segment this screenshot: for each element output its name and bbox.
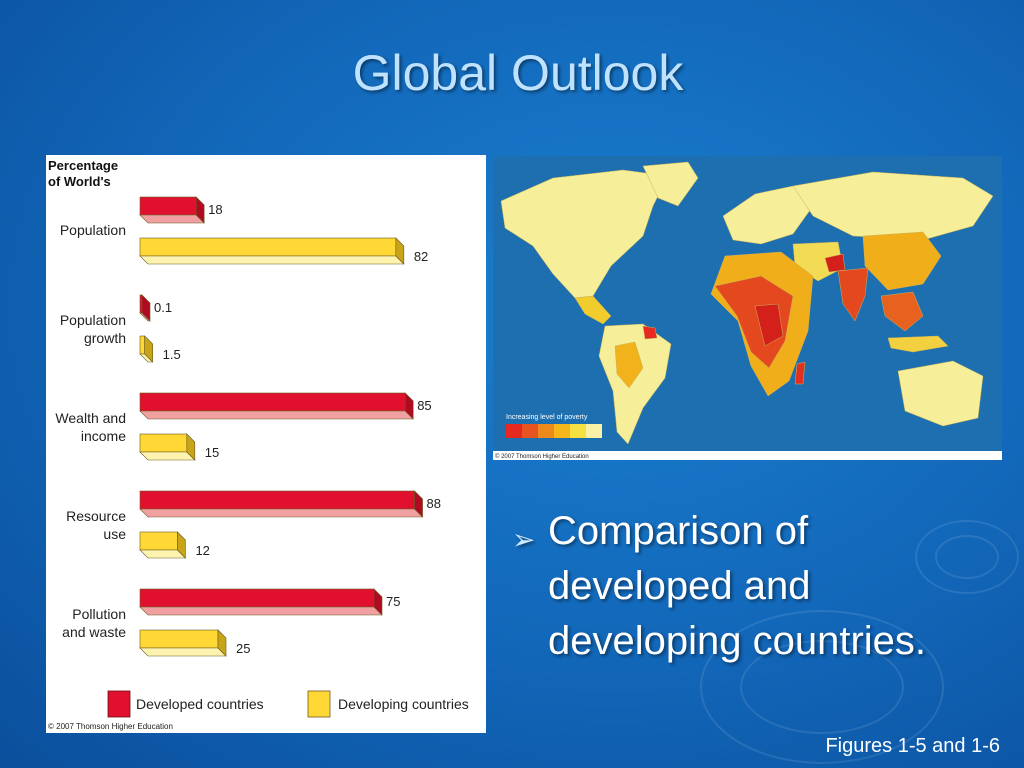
category-label-3-line-0: Resource bbox=[66, 508, 126, 524]
world-map-graphic: Increasing level of poverty © 2007 Thomso… bbox=[493, 156, 1002, 460]
bar-developed-3 bbox=[139, 490, 424, 518]
bar-developed-2-bottom-face bbox=[139, 410, 414, 420]
data-label-developed-2: 85 bbox=[417, 398, 431, 413]
bar-developing-2 bbox=[139, 433, 196, 461]
category-label-2-line-1: income bbox=[81, 428, 126, 444]
map-credit: © 2007 Thomson Higher Education bbox=[495, 453, 589, 460]
bar-developing-1-front bbox=[139, 335, 145, 355]
data-label-developing-4: 25 bbox=[236, 641, 250, 656]
bar-developed-3-front bbox=[139, 490, 415, 510]
data-label-developed-0: 18 bbox=[208, 202, 222, 217]
bar-developing-3-side-face bbox=[177, 531, 186, 559]
bar-developed-2 bbox=[139, 392, 414, 420]
map-region-indonesia bbox=[887, 335, 949, 353]
bar-developing-3-front bbox=[139, 531, 178, 551]
chart-credit: © 2007 Thomson Higher Education bbox=[48, 722, 173, 731]
map-region-greenland bbox=[642, 161, 699, 207]
category-label-4-line-0: Pollution bbox=[72, 606, 126, 622]
map-region-south-america-poor bbox=[614, 341, 644, 389]
data-label-developed-4: 75 bbox=[386, 594, 400, 609]
category-label-1-line-1: growth bbox=[84, 330, 126, 346]
bar-developing-0 bbox=[139, 237, 405, 265]
bar-developed-3-side-face bbox=[414, 490, 423, 518]
ripple-decoration bbox=[915, 520, 1019, 594]
bar-developing-1-side-face bbox=[144, 335, 153, 363]
bar-developing-0-side-face bbox=[395, 237, 405, 265]
bar-developing-0-bottom-face bbox=[139, 255, 405, 265]
chart-ylabel-line2: of World's bbox=[48, 174, 111, 189]
bar-developing-1 bbox=[139, 335, 154, 363]
map-region-russia-asia bbox=[792, 171, 994, 241]
bar-developed-4-front bbox=[139, 588, 375, 608]
map-region-guyana-region bbox=[642, 325, 658, 340]
map-region-africa-poor bbox=[714, 275, 794, 369]
bar-developed-4 bbox=[139, 588, 383, 616]
data-label-developing-2: 15 bbox=[205, 445, 219, 460]
bar-developed-1 bbox=[139, 294, 151, 322]
map-region-central-america bbox=[574, 295, 612, 325]
chart-ylabel-line1: Percentage bbox=[48, 158, 118, 173]
bar-developed-2-side-face bbox=[404, 392, 414, 420]
category-label-4-line-1: and waste bbox=[62, 624, 126, 640]
bar-developing-4-front bbox=[139, 629, 219, 649]
data-label-developing-1: 1.5 bbox=[163, 347, 181, 362]
bar-chart-panel: Percentage of World's 18 82 Population 0.1 1.5… bbox=[46, 155, 486, 733]
map-legend-title: Increasing level of poverty bbox=[506, 414, 588, 421]
legend-label-developed: Developed countries bbox=[136, 696, 264, 712]
bar-developing-3 bbox=[139, 531, 187, 559]
map-region-afghanistan-region bbox=[824, 253, 846, 273]
map-region-north-america bbox=[500, 169, 669, 299]
map-legend-swatch-3 bbox=[554, 424, 570, 438]
map-credit-bar bbox=[493, 451, 1002, 460]
legend-swatch-developing bbox=[307, 690, 331, 718]
bar-developing-4-bottom-face bbox=[139, 647, 227, 657]
legend-swatch-developed bbox=[107, 690, 131, 718]
legend-label-developing: Developing countries bbox=[338, 696, 469, 712]
category-label-3-line-1: use bbox=[103, 526, 126, 542]
map-region-madagascar bbox=[794, 361, 806, 385]
map-region-europe bbox=[722, 185, 814, 245]
bar-developed-0-side-face bbox=[195, 196, 205, 224]
category-label-2-line-0: Wealth and bbox=[55, 410, 126, 426]
map-legend-swatch-4 bbox=[570, 424, 586, 438]
bar-developed-2-front bbox=[139, 392, 406, 412]
bar-developing-2-side-face bbox=[186, 433, 196, 461]
map-legend-swatch-0 bbox=[506, 424, 522, 438]
data-label-developing-3: 12 bbox=[195, 543, 209, 558]
ripple-decoration bbox=[700, 610, 944, 764]
map-legend-swatch-2 bbox=[538, 424, 554, 438]
map-region-china bbox=[862, 231, 942, 291]
bar-developed-1-side-face bbox=[141, 294, 151, 322]
bar-developing-2-bottom-face bbox=[139, 451, 196, 461]
bullet-point: ➢ Comparison of developed and developing… bbox=[512, 504, 1012, 669]
map-region-southeast-asia bbox=[880, 291, 924, 332]
map-region-africa-poorest bbox=[754, 303, 784, 347]
bullet-text: Comparison of developed and developing c… bbox=[548, 509, 927, 663]
bar-developing-4-side-face bbox=[217, 629, 227, 657]
category-label-0-line-0: Population bbox=[60, 222, 126, 238]
data-label-developed-3: 88 bbox=[427, 496, 441, 511]
bar-developing-2-front bbox=[139, 433, 188, 453]
map-region-australia bbox=[897, 360, 984, 427]
bar-developing-4 bbox=[139, 629, 227, 657]
arrow-bullet-icon: ➢ bbox=[512, 524, 536, 555]
bar-developed-0 bbox=[139, 196, 205, 224]
data-label-developed-1: 0.1 bbox=[154, 300, 172, 315]
map-region-india bbox=[837, 267, 869, 322]
bar-developed-4-bottom-face bbox=[139, 606, 383, 616]
map-legend-swatch-1 bbox=[522, 424, 538, 438]
world-poverty-map: Increasing level of poverty © 2007 Thomso… bbox=[493, 156, 1002, 460]
data-label-developing-0: 82 bbox=[414, 249, 428, 264]
map-legend-swatch-5 bbox=[586, 424, 602, 438]
bar-developed-3-bottom-face bbox=[139, 508, 424, 518]
category-label-1-line-0: Population bbox=[60, 312, 126, 328]
figures-caption: Figures 1-5 and 1-6 bbox=[825, 735, 1000, 757]
bar-developing-0-front bbox=[139, 237, 397, 257]
bar-developed-0-front bbox=[139, 196, 197, 216]
slide-title: Global Outlook bbox=[352, 45, 684, 101]
bar-developed-0-bottom-face bbox=[139, 214, 205, 224]
bar-developed-4-side-face bbox=[373, 588, 383, 616]
